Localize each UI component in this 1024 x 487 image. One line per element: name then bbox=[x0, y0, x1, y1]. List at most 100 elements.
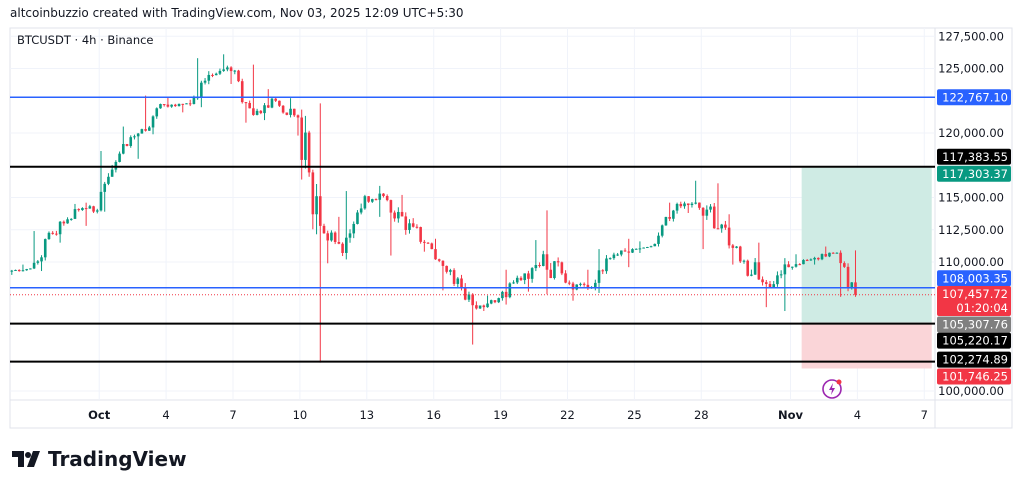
lightning-icon[interactable] bbox=[822, 379, 842, 399]
candle-body bbox=[538, 265, 541, 267]
candle-body bbox=[519, 277, 523, 281]
candle-body bbox=[330, 232, 333, 241]
candle-body bbox=[761, 279, 764, 283]
candle-body bbox=[281, 105, 285, 113]
x-tick-label: 28 bbox=[694, 408, 709, 422]
candle-body bbox=[679, 203, 683, 207]
candle-body bbox=[742, 260, 746, 262]
candle-body bbox=[497, 298, 500, 303]
candle-body bbox=[445, 265, 448, 272]
candle-body bbox=[686, 203, 690, 206]
candle-body bbox=[397, 211, 400, 219]
candle-body bbox=[162, 104, 166, 106]
candle-body bbox=[341, 243, 344, 253]
candle-body bbox=[10, 270, 14, 272]
candle-body bbox=[58, 221, 62, 235]
candle-body bbox=[129, 137, 133, 146]
candle-body bbox=[237, 70, 240, 82]
candle-body bbox=[791, 266, 794, 268]
candle-body bbox=[794, 264, 798, 267]
candle-body bbox=[348, 233, 352, 238]
candle-body bbox=[594, 282, 597, 288]
price-chart[interactable]: 127,500.00 125,000.00 120,000.00 115,000.00… bbox=[0, 0, 1024, 440]
candle-body bbox=[616, 254, 619, 256]
candle-body bbox=[731, 245, 735, 248]
candle-body bbox=[727, 227, 731, 246]
candle-body bbox=[315, 196, 318, 215]
candle-body bbox=[475, 305, 478, 309]
candle-body bbox=[411, 223, 415, 227]
lightning-icon-ring bbox=[822, 379, 842, 399]
candle-body bbox=[620, 250, 623, 255]
candle-body bbox=[43, 239, 47, 258]
price-label-105220: 105,220.17 bbox=[942, 334, 1008, 348]
candle-body bbox=[456, 278, 460, 284]
candle-body bbox=[174, 104, 177, 107]
candle-body bbox=[393, 212, 396, 219]
candle-body bbox=[575, 284, 579, 290]
candle-body bbox=[125, 144, 129, 146]
candle-body bbox=[530, 268, 534, 279]
candle-body bbox=[712, 206, 716, 229]
candle-body bbox=[337, 242, 341, 244]
candle-body bbox=[839, 252, 842, 264]
candle-body bbox=[21, 270, 25, 272]
candle-body bbox=[304, 132, 307, 160]
candle-body bbox=[211, 74, 214, 76]
candle-body bbox=[140, 129, 144, 134]
candle-body bbox=[385, 196, 389, 201]
candle-body bbox=[486, 303, 489, 308]
candle-body bbox=[408, 223, 411, 230]
candle-body bbox=[203, 80, 207, 83]
candle-body bbox=[326, 233, 330, 241]
candle-body bbox=[597, 270, 601, 283]
candle-body bbox=[103, 183, 107, 192]
candle-body bbox=[244, 102, 248, 104]
candle-body bbox=[166, 104, 170, 107]
candle-body bbox=[846, 266, 850, 289]
candle-body bbox=[423, 241, 426, 243]
candle-body bbox=[200, 82, 203, 98]
candle-body bbox=[571, 283, 575, 290]
candle-body bbox=[73, 209, 77, 219]
candle-body bbox=[605, 258, 608, 272]
candle-body bbox=[441, 260, 445, 266]
tradingview-logo[interactable]: TradingView bbox=[12, 447, 187, 471]
candle-body bbox=[136, 133, 140, 137]
candle-body bbox=[724, 224, 727, 228]
candle-body bbox=[400, 211, 404, 217]
candle-body bbox=[787, 264, 790, 268]
candle-body bbox=[820, 254, 824, 260]
candle-body bbox=[463, 287, 467, 300]
y-tick-label: 127,500.00 bbox=[938, 29, 1004, 43]
y-tick-label: 112,500.00 bbox=[938, 223, 1004, 237]
lightning-bolt bbox=[829, 383, 835, 395]
candle-body bbox=[683, 203, 686, 207]
candle-body bbox=[99, 191, 103, 211]
candle-body bbox=[460, 278, 463, 288]
candle-body bbox=[419, 227, 422, 242]
candle-body bbox=[17, 269, 21, 272]
candle-body bbox=[95, 210, 99, 212]
x-tick-label: 13 bbox=[359, 408, 374, 422]
candle-body bbox=[40, 257, 43, 262]
candle-body bbox=[207, 74, 211, 81]
candle-body bbox=[47, 232, 51, 240]
candle-body bbox=[229, 67, 233, 72]
candle-body bbox=[854, 282, 857, 295]
candle-body bbox=[371, 199, 374, 202]
candle-body bbox=[802, 260, 805, 265]
candle-body bbox=[608, 258, 612, 260]
candle-body bbox=[278, 100, 281, 106]
candle-body bbox=[311, 172, 315, 215]
candle-body bbox=[214, 73, 218, 76]
candle-body bbox=[118, 153, 121, 162]
candle-body bbox=[110, 169, 114, 177]
candle-body bbox=[92, 206, 95, 212]
candle-body bbox=[489, 300, 493, 304]
candle-body bbox=[352, 223, 356, 234]
candle-body bbox=[631, 249, 634, 253]
stop-price-label: 101,746.25 bbox=[942, 369, 1008, 383]
candle-body bbox=[374, 199, 378, 201]
candle-body bbox=[159, 104, 162, 109]
